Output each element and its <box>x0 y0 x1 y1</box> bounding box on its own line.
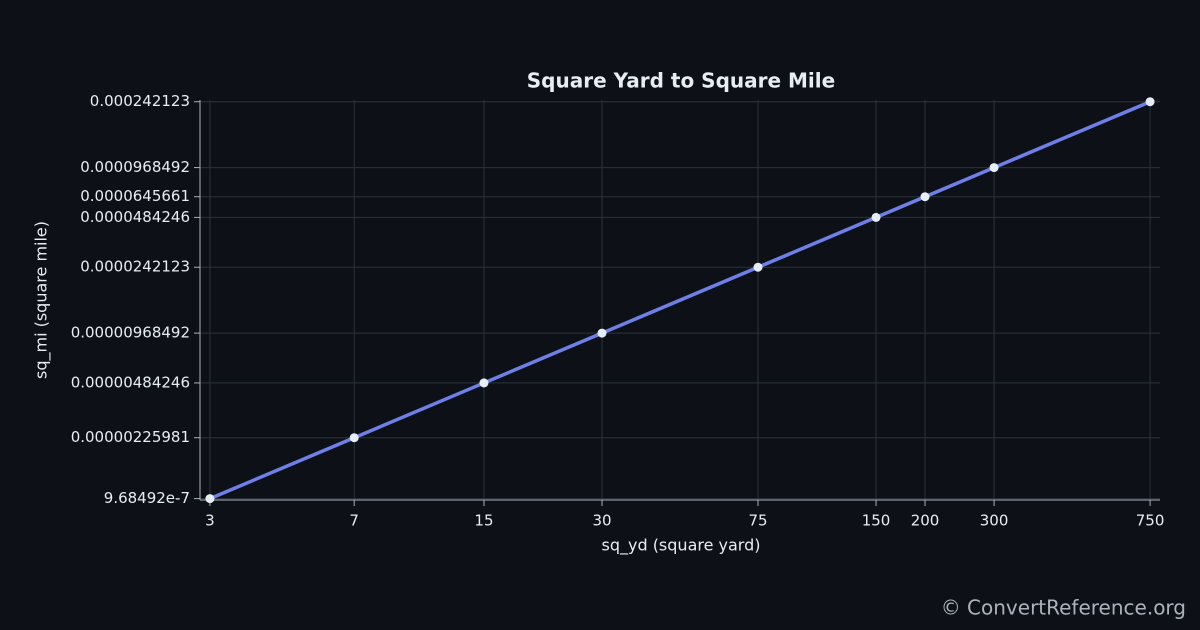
x-tick-label: 3 <box>205 512 215 530</box>
y-tick-label: 9.68492e-7 <box>104 489 190 507</box>
x-tick-label: 7 <box>349 512 359 530</box>
x-tick-label: 30 <box>592 512 611 530</box>
chart-title: Square Yard to Square Mile <box>527 69 835 93</box>
watermark: © ConvertReference.org <box>941 596 1186 620</box>
y-tick-label: 0.0000242123 <box>80 258 190 276</box>
y-tick-label: 0.0000968492 <box>80 158 190 176</box>
y-axis-label: sq_mi (square mile) <box>32 221 52 379</box>
y-tick-label: 0.0000645661 <box>80 187 190 205</box>
x-tick-label: 300 <box>980 512 1009 530</box>
point <box>205 494 215 504</box>
point <box>597 328 607 338</box>
point <box>989 163 999 173</box>
point <box>349 433 359 443</box>
x-tick-label: 150 <box>862 512 891 530</box>
y-tick-label: 0.00000968492 <box>71 324 190 342</box>
point <box>1145 97 1155 107</box>
y-tick-label: 0.000242123 <box>90 92 190 110</box>
y-tick-label: 0.0000484246 <box>80 208 190 226</box>
y-tick-label: 0.00000484246 <box>71 373 190 391</box>
x-axis-label: sq_yd (square yard) <box>601 536 760 556</box>
point <box>753 262 763 272</box>
x-tick-label: 75 <box>748 512 767 530</box>
point <box>920 192 930 202</box>
point <box>871 212 881 222</box>
y-tick-label: 0.00000225981 <box>71 428 190 446</box>
x-tick-label: 200 <box>911 512 940 530</box>
x-tick-label: 15 <box>474 512 493 530</box>
point <box>479 378 489 388</box>
x-tick-label: 750 <box>1136 512 1165 530</box>
